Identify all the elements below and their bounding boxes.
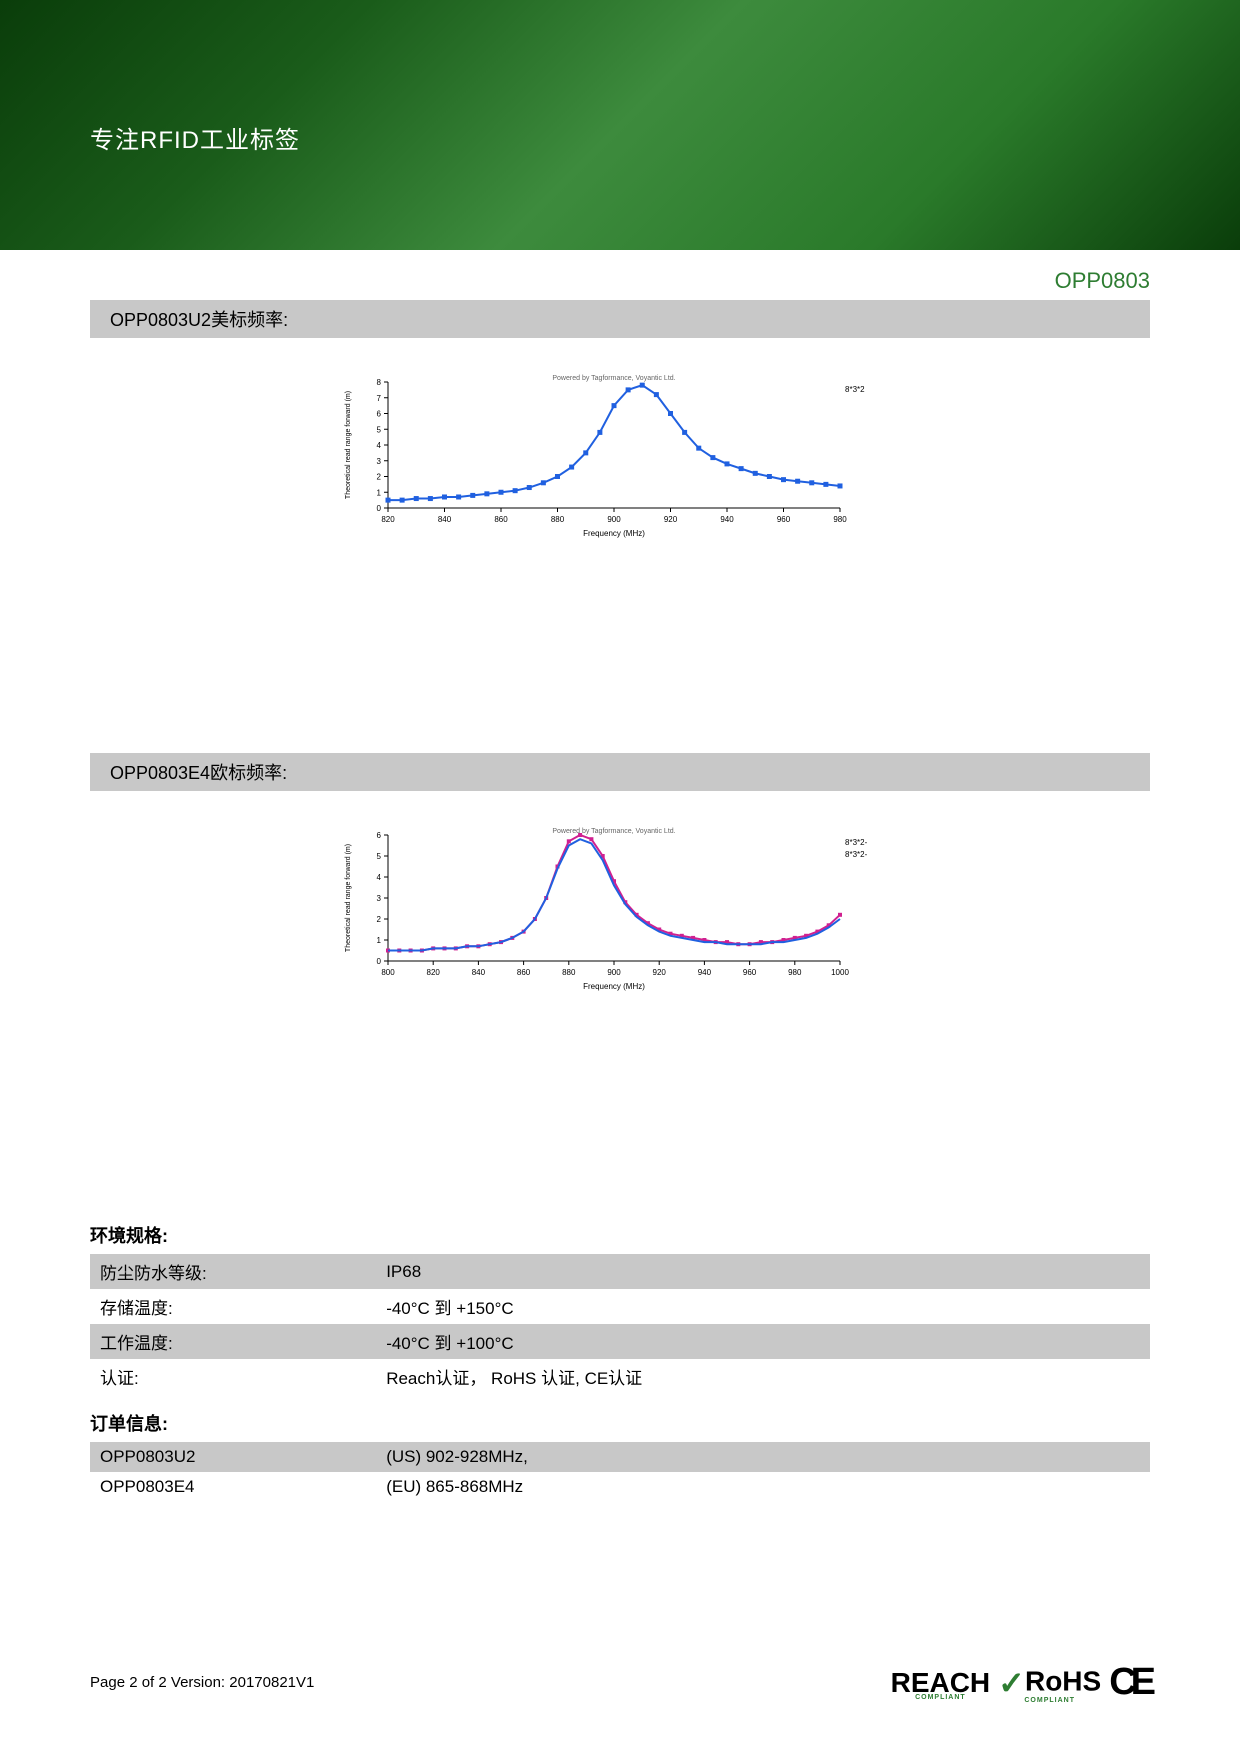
product-code: OPP0803	[90, 268, 1150, 294]
svg-text:860: 860	[517, 968, 531, 977]
section2-title: OPP0803E4欧标频率:	[90, 753, 1150, 791]
svg-text:820: 820	[381, 515, 395, 524]
svg-text:0: 0	[377, 957, 382, 966]
svg-text:960: 960	[743, 968, 757, 977]
page-info: Page 2 of 2 Version: 20170821V1	[90, 1674, 314, 1691]
reach-logo: REACH COMPLIANT	[891, 1667, 991, 1699]
spec-value: IP68	[376, 1254, 1150, 1289]
table-row: 认证:Reach认证， RoHS 认证, CE认证	[90, 1359, 1150, 1394]
svg-text:Powered by Tagformance, Voyant: Powered by Tagformance, Voyantic Ltd.	[552, 375, 675, 382]
footer: Page 2 of 2 Version: 20170821V1 REACH CO…	[90, 1661, 1150, 1704]
svg-text:4: 4	[377, 441, 382, 450]
table-row: OPP0803E4(EU) 865-868MHz	[90, 1472, 1150, 1502]
svg-text:6: 6	[377, 831, 382, 840]
svg-text:5: 5	[377, 425, 382, 434]
svg-text:980: 980	[788, 968, 802, 977]
order-info-table: OPP0803U2(US) 902-928MHz,OPP0803E4(EU) 8…	[90, 1442, 1150, 1502]
spec-value: -40°C 到 +150°C	[376, 1289, 1150, 1324]
svg-text:6: 6	[377, 410, 382, 419]
table-row: 工作温度:-40°C 到 +100°C	[90, 1324, 1150, 1359]
svg-text:860: 860	[494, 515, 508, 524]
svg-text:Theoretical read range forward: Theoretical read range forward (m)	[345, 844, 352, 952]
svg-text:880: 880	[551, 515, 565, 524]
svg-text:940: 940	[720, 515, 734, 524]
spec-value: (EU) 865-868MHz	[376, 1472, 1150, 1502]
table-row: 存储温度:-40°C 到 +150°C	[90, 1289, 1150, 1324]
svg-text:800: 800	[381, 968, 395, 977]
spec-value: -40°C 到 +100°C	[376, 1324, 1150, 1359]
section1-title: OPP0803U2美标频率:	[90, 300, 1150, 338]
svg-text:7: 7	[377, 394, 382, 403]
svg-text:880: 880	[562, 968, 576, 977]
svg-text:980: 980	[833, 515, 847, 524]
env-spec-table: 防尘防水等级:IP68存储温度:-40°C 到 +150°C工作温度:-40°C…	[90, 1254, 1150, 1394]
chart2-area: 0 1 2 3 4 5 6 800 820 840 860 880 900 920 940 960 980 100…	[90, 791, 1150, 1026]
svg-text:840: 840	[438, 515, 452, 524]
check-icon: ✓	[998, 1665, 1025, 1701]
svg-text:Frequency (MHz): Frequency (MHz)	[583, 529, 645, 538]
svg-text:8*3*2: 8*3*2	[845, 385, 865, 394]
table-row: 防尘防水等级:IP68	[90, 1254, 1150, 1289]
rohs-logo: ✓RoHS COMPLIANT	[998, 1664, 1101, 1702]
svg-text:8*3*2-: 8*3*2-	[845, 838, 868, 847]
svg-text:4: 4	[377, 873, 382, 882]
spec-value: (US) 902-928MHz,	[376, 1442, 1150, 1472]
spec-value: Reach认证， RoHS 认证, CE认证	[376, 1359, 1150, 1394]
spec-label: OPP0803E4	[90, 1472, 376, 1502]
svg-text:Theoretical read range forward: Theoretical read range forward (m)	[345, 391, 352, 499]
table-row: OPP0803U2(US) 902-928MHz,	[90, 1442, 1150, 1472]
chart2: 0 1 2 3 4 5 6 800 820 840 860 880 900 920 940 960 980 100…	[340, 821, 900, 991]
svg-text:920: 920	[653, 968, 667, 977]
spec-label: 认证:	[90, 1359, 376, 1394]
svg-text:1: 1	[377, 488, 382, 497]
env-spec-title: 环境规格:	[90, 1222, 1150, 1248]
svg-text:820: 820	[427, 968, 441, 977]
spec-label: 防尘防水等级:	[90, 1254, 376, 1289]
svg-text:3: 3	[377, 457, 382, 466]
order-info-title: 订单信息:	[90, 1410, 1150, 1436]
svg-text:8*3*2-: 8*3*2-	[845, 850, 868, 859]
svg-text:Frequency (MHz): Frequency (MHz)	[583, 982, 645, 991]
svg-text:2: 2	[377, 473, 382, 482]
cert-logos: REACH COMPLIANT ✓RoHS COMPLIANT CE	[891, 1661, 1150, 1704]
spec-label: 存储温度:	[90, 1289, 376, 1324]
svg-text:2: 2	[377, 915, 382, 924]
svg-text:1: 1	[377, 936, 382, 945]
svg-text:Powered by Tagformance, Voyant: Powered by Tagformance, Voyantic Ltd.	[552, 828, 675, 835]
chart1: 0 1 2 3 4 5 6 7 8 820 840 860 880 900 920 940 960 980 Freq…	[340, 368, 900, 538]
chart1-area: 0 1 2 3 4 5 6 7 8 820 840 860 880 900 920 940 960 980 Freq…	[90, 338, 1150, 573]
spec-label: OPP0803U2	[90, 1442, 376, 1472]
svg-text:900: 900	[607, 515, 621, 524]
svg-text:5: 5	[377, 852, 382, 861]
svg-text:920: 920	[664, 515, 678, 524]
svg-text:0: 0	[377, 504, 382, 513]
svg-text:960: 960	[777, 515, 791, 524]
svg-text:8: 8	[377, 378, 382, 387]
spec-label: 工作温度:	[90, 1324, 376, 1359]
svg-text:940: 940	[698, 968, 712, 977]
content-area: OPP0803 OPP0803U2美标频率: 0 1 2 3 4 5 6 7 8 820 840 86…	[0, 268, 1240, 1502]
svg-text:900: 900	[607, 968, 621, 977]
svg-text:1000: 1000	[831, 968, 849, 977]
header-banner: 专注RFID工业标签	[0, 0, 1240, 250]
svg-text:3: 3	[377, 894, 382, 903]
ce-logo: CE	[1109, 1661, 1150, 1704]
banner-title: 专注RFID工业标签	[0, 0, 1240, 155]
svg-text:840: 840	[472, 968, 486, 977]
